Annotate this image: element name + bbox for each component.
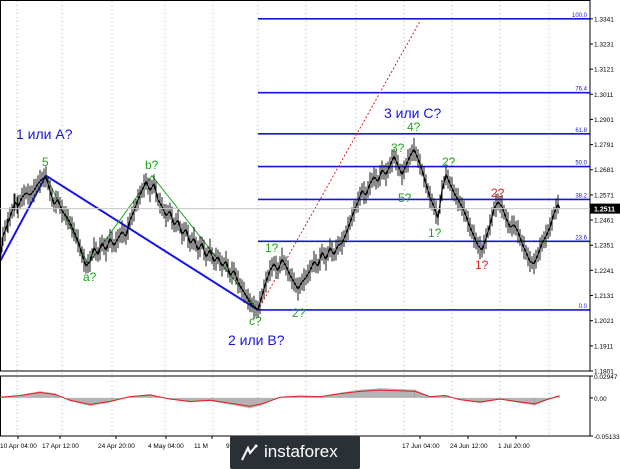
price-tick-label: 1.3121 <box>594 67 614 74</box>
vertical-gridlines <box>16 1 550 436</box>
fib-level-label: 100.0 <box>572 13 588 19</box>
price-tick-label: 1.2901 <box>594 117 614 124</box>
time-tick-label: 11 M <box>194 443 208 450</box>
price-tick-label: 1.1911 <box>594 343 614 350</box>
wave-label-minor: 1? <box>475 258 489 272</box>
wave-label-minor: a? <box>83 270 97 284</box>
wave-label-minor: 5 <box>42 155 49 169</box>
osc-tick-label: -0.05133 <box>594 434 620 441</box>
wave-label-minor: 4? <box>407 120 421 134</box>
fib-level-label: 76.4 <box>575 87 587 93</box>
osc-tick-label: 0.02947 <box>594 374 618 381</box>
time-tick-label: 1 Jul 20:00 <box>498 443 530 450</box>
oscillator-panel: 0.02947 0.00 -0.05133 <box>0 374 620 441</box>
fib-level-label: 23.6 <box>575 235 587 241</box>
price-tick-label: 1.2131 <box>594 293 614 300</box>
price-line <box>0 148 561 311</box>
time-tick-label: 10 Apr 04:00 <box>0 443 37 450</box>
oscillator-panel-frame <box>0 375 591 437</box>
time-tick-label: 24 Apr 20:00 <box>98 443 135 450</box>
axes: 1.3341 1.3231 1.3121 1.3011 1.2901 1.2791 1.26… <box>0 0 620 450</box>
time-tick-label: 17 Apr 12:00 <box>42 443 79 450</box>
wave-label-minor: 1? <box>265 241 279 255</box>
osc-signal-line <box>0 389 560 407</box>
time-tick-label: 24 Jun 12:00 <box>450 443 488 450</box>
watermark: instaforex <box>230 436 360 469</box>
fib-level-label: 50.0 <box>575 161 587 167</box>
wave-label-major: 1 или A? <box>16 126 73 142</box>
price-tick-label: 1.2021 <box>594 318 614 325</box>
price-tick-label: 1.2791 <box>594 142 614 149</box>
price-tick-label: 1.1801 <box>594 369 614 376</box>
wave-label-major: 3 или C? <box>384 105 441 121</box>
fib-level-label: 38.2 <box>575 193 587 199</box>
wave-trendlines <box>0 21 421 311</box>
wave-label-minor: 5? <box>398 191 412 205</box>
wave-label-minor: 2? <box>442 155 456 169</box>
time-tick-label: 4 May 04:00 <box>148 443 184 450</box>
price-panel-frame <box>0 0 591 372</box>
price-tick-label: 1.2461 <box>594 218 614 225</box>
time-tick-label: 17 Jun 04:00 <box>402 443 440 450</box>
fib-level-label: 0.0 <box>579 304 588 310</box>
wave-label-minor: 1? <box>428 226 442 240</box>
price-tick-label: 1.2681 <box>594 167 614 174</box>
current-price-label: 1.2511 <box>594 207 615 214</box>
current-price-tag <box>590 203 620 214</box>
instaforex-logo-icon <box>241 444 258 461</box>
wave-label-minor: 2? <box>292 306 306 320</box>
wave-label-minor: 2? <box>491 186 505 200</box>
price-tick-label: 1.2571 <box>594 192 614 199</box>
abc-zigzag-line <box>45 174 259 311</box>
wave-1-2-line <box>0 174 259 311</box>
fib-level-label: 61.8 <box>575 128 587 134</box>
price-tick-label: 1.3231 <box>594 41 614 48</box>
wave-label-minor: 3? <box>391 141 405 155</box>
watermark-text: instaforex <box>264 442 338 461</box>
price-tick-label: 1.3341 <box>594 16 614 23</box>
price-tick-label: 1.2351 <box>594 243 614 250</box>
osc-tick-label: 0.00 <box>594 396 607 403</box>
projection-line <box>257 21 421 311</box>
wave-label-minor: c? <box>249 314 262 328</box>
wave-label-minor: b? <box>145 158 159 172</box>
price-series <box>0 137 561 319</box>
price-tick-label: 1.2241 <box>594 268 614 275</box>
price-tick-label: 1.3011 <box>594 92 614 99</box>
wave-label-major: 2 или B? <box>228 332 285 348</box>
wave-labels: 1 или A? 2 или B? 3 или C? 5 b? a? c? 1? 2? 3?4? 5… <box>16 105 505 348</box>
